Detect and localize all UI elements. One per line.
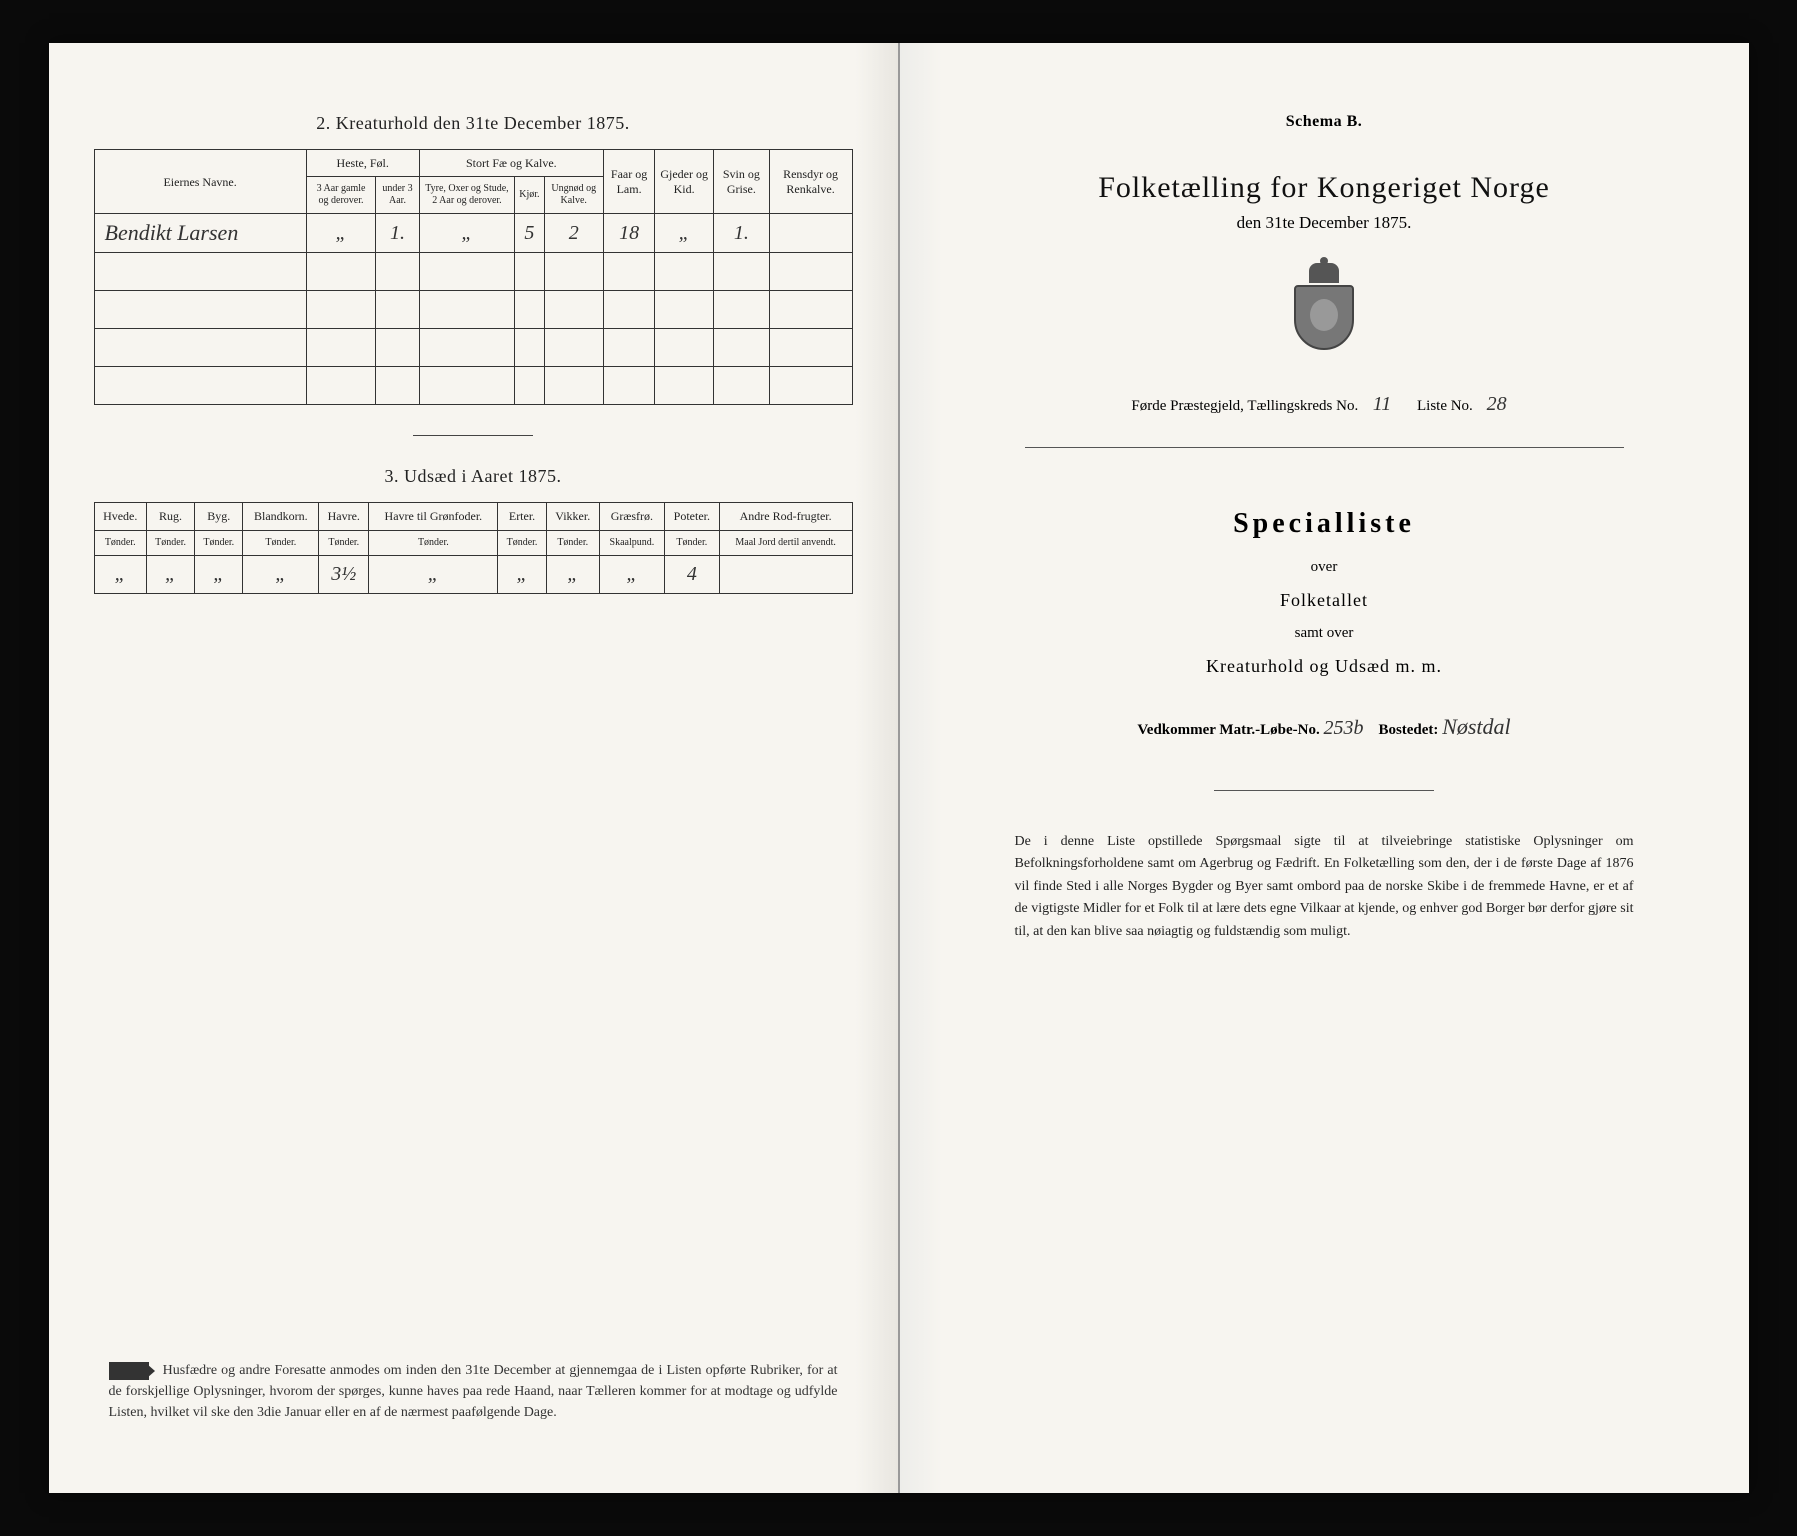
col: Græsfrø. bbox=[599, 503, 664, 530]
liste-label: Liste No. bbox=[1417, 398, 1473, 414]
cell bbox=[769, 214, 852, 253]
udsaed-units-row: Tønder. Tønder. Tønder. Tønder. Tønder. … bbox=[94, 530, 852, 555]
col: Rug. bbox=[146, 503, 194, 530]
cell: „ bbox=[306, 214, 376, 253]
bostedet-value: Nøstdal bbox=[1442, 714, 1510, 739]
col: Andre Rod-frugter. bbox=[719, 503, 852, 530]
col-gjeder: Gjeder og Kid. bbox=[655, 150, 714, 214]
kreatur-label: Kreaturhold og Udsæd m. m. bbox=[945, 648, 1704, 684]
left-footer-note: Husfædre og andre Foresatte anmodes om i… bbox=[109, 1360, 838, 1423]
cell: 4 bbox=[664, 555, 719, 593]
divider bbox=[413, 435, 533, 436]
table-row-empty bbox=[94, 253, 852, 291]
parish-prefix: Førde Præstegjeld, Tællingskreds No. bbox=[1131, 398, 1358, 414]
col: Blandkorn. bbox=[243, 503, 319, 530]
cell: 1. bbox=[376, 214, 419, 253]
table-row-empty bbox=[94, 329, 852, 367]
cell: „ bbox=[369, 555, 498, 593]
col: Havre til Grønfoder. bbox=[369, 503, 498, 530]
right-footer-text: De i denne Liste opstillede Spørgsmaal s… bbox=[945, 831, 1704, 943]
cell: „ bbox=[655, 214, 714, 253]
table-row: Bendikt Larsen „ 1. „ 5 2 18 „ 1. bbox=[94, 214, 852, 253]
col-group-heste: Heste, Føl. bbox=[306, 150, 419, 177]
matr-line: Vedkommer Matr.-Løbe-No. 253b Bostedet: … bbox=[945, 714, 1704, 740]
left-page: 2. Kreaturhold den 31te December 1875. E… bbox=[49, 43, 900, 1493]
table-row-empty bbox=[94, 291, 852, 329]
matr-label: Vedkommer Matr.-Løbe-No. bbox=[1137, 722, 1319, 738]
col-heste-a: 3 Aar gamle og derover. bbox=[306, 177, 376, 214]
col-group-storfe: Stort Fæ og Kalve. bbox=[419, 150, 603, 177]
unit: Tønder. bbox=[319, 530, 369, 555]
cell: „ bbox=[146, 555, 194, 593]
col: Havre. bbox=[319, 503, 369, 530]
cell: „ bbox=[419, 214, 515, 253]
divider bbox=[1214, 790, 1434, 791]
right-page: Schema B. Folketælling for Kongeriget No… bbox=[900, 43, 1749, 1493]
unit: Tønder. bbox=[498, 530, 546, 555]
col-faar: Faar og Lam. bbox=[603, 150, 654, 214]
cell: „ bbox=[546, 555, 599, 593]
cell: 1. bbox=[714, 214, 770, 253]
unit: Skaalpund. bbox=[599, 530, 664, 555]
unit: Tønder. bbox=[369, 530, 498, 555]
cell: 5 bbox=[515, 214, 544, 253]
specialliste-title: Specialliste bbox=[945, 508, 1704, 540]
unit: Maal Jord dertil anvendt. bbox=[719, 530, 852, 555]
unit: Tønder. bbox=[94, 530, 146, 555]
col-storfe-c: Ungnød og Kalve. bbox=[544, 177, 603, 214]
unit: Tønder. bbox=[546, 530, 599, 555]
center-stack: over Folketallet samt over Kreaturhold o… bbox=[945, 552, 1704, 684]
cell: „ bbox=[195, 555, 243, 593]
col: Poteter. bbox=[664, 503, 719, 530]
col-rensdyr: Rensdyr og Renkalve. bbox=[769, 150, 852, 214]
section3-title: 3. Udsæd i Aaret 1875. bbox=[94, 466, 853, 487]
col: Byg. bbox=[195, 503, 243, 530]
unit: Tønder. bbox=[243, 530, 319, 555]
coat-of-arms-icon bbox=[1289, 263, 1359, 353]
cell: „ bbox=[94, 555, 146, 593]
schema-label: Schema B. bbox=[945, 113, 1704, 131]
parish-line: Førde Præstegjeld, Tællingskreds No. 11 … bbox=[1025, 393, 1624, 448]
col-svin: Svin og Grise. bbox=[714, 150, 770, 214]
bostedet-label: Bostedet: bbox=[1378, 722, 1438, 738]
udsaed-header-row: Hvede. Rug. Byg. Blandkorn. Havre. Havre… bbox=[94, 503, 852, 530]
kreaturhold-table: Eiernes Navne. Heste, Føl. Stort Fæ og K… bbox=[94, 149, 853, 405]
folketallet-label: Folketallet bbox=[945, 582, 1704, 618]
unit: Tønder. bbox=[664, 530, 719, 555]
unit: Tønder. bbox=[195, 530, 243, 555]
pointing-hand-icon bbox=[109, 1362, 149, 1380]
cell: „ bbox=[599, 555, 664, 593]
over-label: over bbox=[945, 552, 1704, 582]
col: Erter. bbox=[498, 503, 546, 530]
cell: 18 bbox=[603, 214, 654, 253]
scanned-document: 2. Kreaturhold den 31te December 1875. E… bbox=[49, 43, 1749, 1493]
owner-name: Bendikt Larsen bbox=[94, 214, 306, 253]
cell: 2 bbox=[544, 214, 603, 253]
col: Vikker. bbox=[546, 503, 599, 530]
cell: „ bbox=[243, 555, 319, 593]
cell bbox=[719, 555, 852, 593]
udsaed-table: Hvede. Rug. Byg. Blandkorn. Havre. Havre… bbox=[94, 502, 853, 593]
col-heste-b: under 3 Aar. bbox=[376, 177, 419, 214]
cell: 3½ bbox=[319, 555, 369, 593]
col: Hvede. bbox=[94, 503, 146, 530]
footer-text: Husfædre og andre Foresatte anmodes om i… bbox=[109, 1363, 838, 1420]
unit: Tønder. bbox=[146, 530, 194, 555]
tellingskreds-no: 11 bbox=[1362, 393, 1402, 417]
main-title: Folketælling for Kongeriget Norge bbox=[945, 171, 1704, 205]
udsaed-data-row: „ „ „ „ 3½ „ „ „ „ 4 bbox=[94, 555, 852, 593]
liste-no: 28 bbox=[1477, 393, 1517, 417]
section2-title: 2. Kreaturhold den 31te December 1875. bbox=[94, 113, 853, 134]
col-storfe-b: Kjør. bbox=[515, 177, 544, 214]
col-eiernes-navne: Eiernes Navne. bbox=[94, 150, 306, 214]
matr-no: 253b bbox=[1323, 717, 1363, 739]
sub-title: den 31te December 1875. bbox=[945, 213, 1704, 233]
cell: „ bbox=[498, 555, 546, 593]
col-storfe-a: Tyre, Oxer og Stude, 2 Aar og derover. bbox=[419, 177, 515, 214]
table-row-empty bbox=[94, 367, 852, 405]
samt-label: samt over bbox=[945, 618, 1704, 648]
